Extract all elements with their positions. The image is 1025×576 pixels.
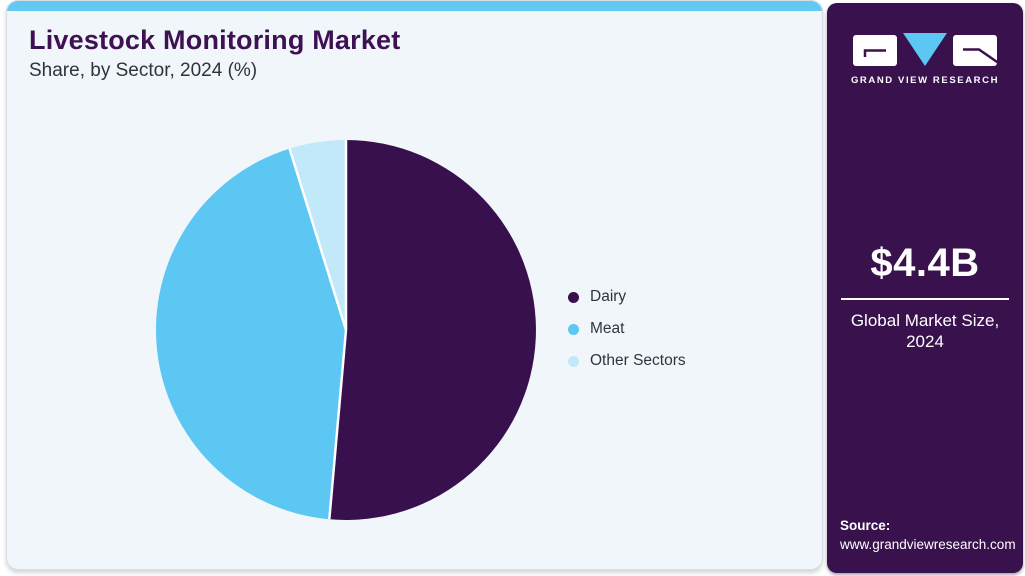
legend-swatch-other-sectors-icon xyxy=(568,355,579,367)
brand-name: GRAND VIEW RESEARCH xyxy=(850,75,1000,86)
gvr-logo-icon xyxy=(853,33,1000,66)
legend-label: Dairy xyxy=(590,288,627,305)
legend-swatch-meat-icon xyxy=(568,323,579,335)
chart-legend: Dairy Meat Other Sectors xyxy=(568,288,686,370)
divider xyxy=(841,298,1009,300)
legend-item-meat: Meat xyxy=(568,320,686,338)
accent-top-bar xyxy=(7,1,822,11)
title-block: Livestock Monitoring Market Share, by Se… xyxy=(29,25,400,82)
market-size-block: $4.4B Global Market Size, 2024 xyxy=(827,241,1023,353)
pie-chart xyxy=(155,140,536,520)
legend-item-dairy: Dairy xyxy=(568,288,686,306)
brand-logo: GRAND VIEW RESEARCH xyxy=(827,29,1023,86)
legend-swatch-dairy-icon xyxy=(568,291,579,303)
info-panel: GRAND VIEW RESEARCH $4.4B Global Market … xyxy=(827,3,1023,573)
pie-chart-container xyxy=(154,138,538,522)
market-size-value: $4.4B xyxy=(870,241,980,285)
pie-separator xyxy=(288,148,348,331)
source-block: Source: www.grandviewresearch.com xyxy=(840,517,1016,555)
chart-card: Livestock Monitoring Market Share, by Se… xyxy=(6,0,823,570)
market-size-label: Global Market Size, 2024 xyxy=(850,311,1000,352)
page-subtitle: Share, by Sector, 2024 (%) xyxy=(29,60,258,81)
pie-separator xyxy=(328,329,348,520)
pie-slice-meat xyxy=(155,148,346,520)
page-title: Livestock Monitoring Market xyxy=(29,25,401,55)
source-label: Source: xyxy=(840,518,891,534)
legend-label: Other Sectors xyxy=(590,352,686,369)
pie-slice-dairy xyxy=(329,140,536,520)
legend-item-other-sectors: Other Sectors xyxy=(568,352,686,370)
source-url: www.grandviewresearch.com xyxy=(840,537,1016,553)
legend-label: Meat xyxy=(590,320,625,337)
